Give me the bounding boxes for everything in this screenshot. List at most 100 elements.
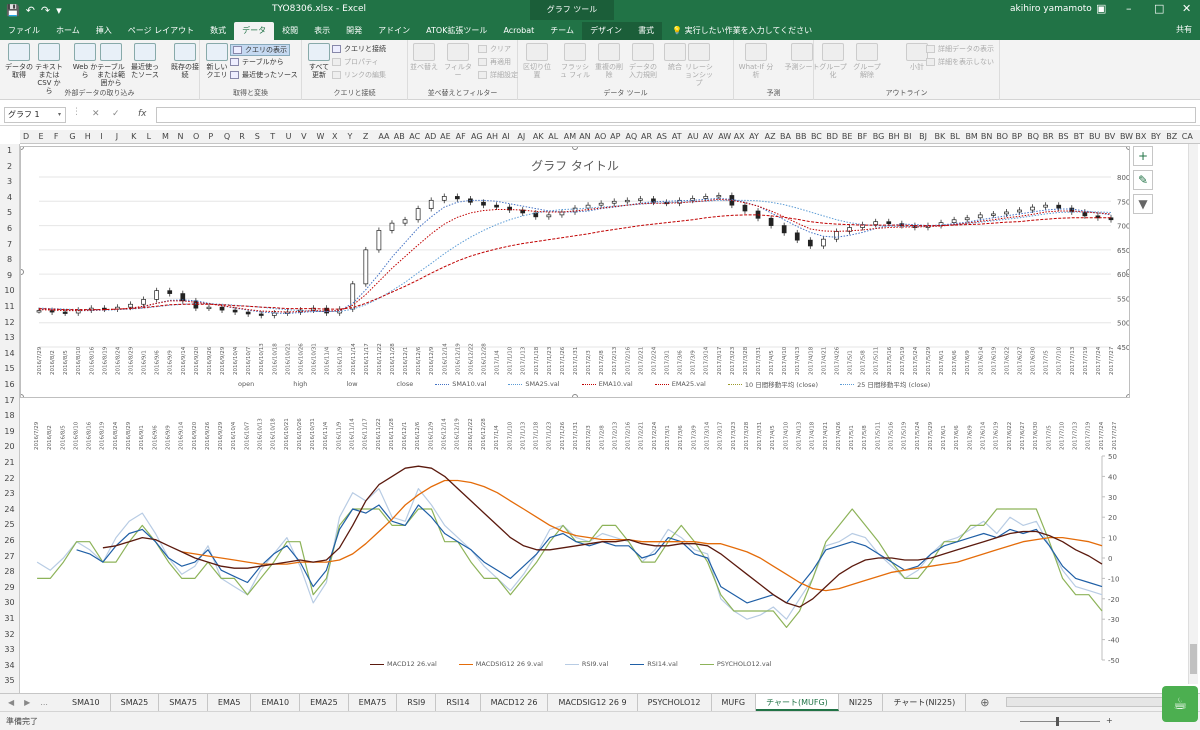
price-legend-item[interactable]: EMA25.val xyxy=(654,379,706,389)
column-header[interactable]: AO xyxy=(594,132,607,141)
tab-12[interactable]: チーム xyxy=(550,26,575,35)
row-header[interactable]: 14 xyxy=(4,348,15,358)
column-header[interactable]: M xyxy=(162,132,169,141)
ribbon-small-button-6-1[interactable]: 詳細を表示しない xyxy=(926,57,994,67)
column-header[interactable]: AI xyxy=(501,132,510,141)
redo-icon[interactable]: ↷ xyxy=(40,3,51,17)
chart-resize-handle[interactable] xyxy=(1126,269,1130,275)
column-header[interactable]: AE xyxy=(440,132,451,141)
column-header[interactable]: AL xyxy=(548,132,559,141)
column-header[interactable]: H xyxy=(84,132,91,141)
close-icon[interactable]: ✕ xyxy=(1182,2,1192,15)
column-header[interactable]: E xyxy=(38,132,44,141)
row-header[interactable]: 1 xyxy=(6,146,13,155)
column-header[interactable]: BI xyxy=(903,132,912,141)
ribbon-button-2-0[interactable]: すべて更新 xyxy=(306,43,332,79)
ribbon-small-button-6-0[interactable]: 詳細データの表示 xyxy=(926,44,994,54)
column-header[interactable]: BA xyxy=(780,132,792,141)
price-legend-item[interactable]: 25 日間移動平均 (close) xyxy=(840,379,930,389)
sheet-tab-14[interactable]: NI225 xyxy=(839,694,884,711)
ribbon-button-0-2[interactable]: Web から xyxy=(70,43,100,79)
column-header[interactable]: V xyxy=(301,132,307,141)
sheet-tab-13[interactable]: チャート(MUFG) xyxy=(756,694,839,711)
price-chart[interactable]: グラフ タイトル 450 500 550 600 650 700 750 800 2016/7/… xyxy=(20,146,1130,398)
column-header[interactable]: S xyxy=(254,132,260,141)
sheet-tab-3[interactable]: EMA5 xyxy=(208,694,252,711)
column-header[interactable]: BX xyxy=(1135,132,1147,141)
tab-9[interactable]: アドイン xyxy=(378,26,411,35)
row-header[interactable]: 2 xyxy=(6,161,13,171)
column-header[interactable]: BP xyxy=(1011,132,1023,141)
column-header[interactable]: BN xyxy=(980,132,993,141)
formula-bar-menu-icon[interactable]: ⋮ xyxy=(72,107,81,117)
chart-resize-handle[interactable] xyxy=(21,147,24,150)
column-header[interactable]: Q xyxy=(223,132,231,141)
column-header[interactable]: BF xyxy=(857,132,868,141)
column-header[interactable]: BC xyxy=(810,132,822,141)
column-header[interactable]: BW xyxy=(1119,132,1134,141)
tab-4[interactable]: 数式 xyxy=(210,26,227,35)
sheet-tab-0[interactable]: SMA10 xyxy=(62,694,111,711)
price-legend-item[interactable]: low xyxy=(329,379,357,389)
insert-function-icon[interactable]: fx xyxy=(138,109,147,119)
tab-13[interactable]: デザイン xyxy=(582,22,631,40)
row-header[interactable]: 31 xyxy=(4,614,15,623)
column-header[interactable]: BR xyxy=(1042,132,1054,141)
cancel-icon[interactable]: ✕ xyxy=(92,109,108,119)
column-header[interactable]: BO xyxy=(996,132,1008,141)
column-header[interactable]: D xyxy=(23,132,30,141)
ribbon-button-4-2[interactable]: 重複の削除 xyxy=(592,43,626,79)
row-header[interactable]: 7 xyxy=(6,239,13,249)
price-legend-item[interactable]: SMA10.val xyxy=(435,379,486,389)
chart-resize-handle[interactable] xyxy=(572,394,578,398)
osc-legend-item[interactable]: MACD12 26.val xyxy=(370,660,437,668)
next-sheet-icon[interactable]: ▶ xyxy=(24,698,31,707)
sheet-tab-1[interactable]: SMA25 xyxy=(111,694,160,711)
row-header[interactable]: 23 xyxy=(4,489,15,499)
chart-resize-handle[interactable] xyxy=(1126,394,1130,398)
tab-2[interactable]: 挿入 xyxy=(95,26,112,35)
row-header[interactable]: 17 xyxy=(4,395,15,405)
undo-icon[interactable]: ↶ xyxy=(25,3,35,17)
osc-legend-item[interactable]: RSI14.val xyxy=(630,660,678,668)
ribbon-display-icon[interactable]: ▣ xyxy=(1096,2,1107,15)
tab-3[interactable]: ページ レイアウト xyxy=(127,26,195,35)
ribbon-button-0-3[interactable]: テーブルまたは範囲から xyxy=(96,43,126,87)
chart-resize-handle[interactable] xyxy=(572,147,578,150)
column-header[interactable]: R xyxy=(239,132,245,141)
tab-0[interactable]: ファイル xyxy=(8,26,40,35)
ribbon-button-3-1[interactable]: フィルター xyxy=(442,43,474,79)
row-header[interactable]: 27 xyxy=(4,551,15,561)
ribbon-small-button-2-1[interactable]: プロパティ xyxy=(332,57,379,67)
ribbon-small-button-1-2[interactable]: 最近使ったソース xyxy=(230,70,298,80)
row-header[interactable]: 35 xyxy=(4,676,15,686)
sheet-tab-8[interactable]: RSI14 xyxy=(436,694,481,711)
ribbon-button-4-4[interactable]: 統合 xyxy=(658,43,692,71)
ribbon-button-3-0[interactable]: 並べ替え xyxy=(408,43,440,71)
column-header[interactable]: AP xyxy=(610,132,621,141)
sheet-tab-2[interactable]: SMA75 xyxy=(159,694,208,711)
column-header[interactable]: BU xyxy=(1089,132,1101,141)
zoom-slider[interactable] xyxy=(1020,721,1100,722)
add-sheet-icon[interactable]: ⊕ xyxy=(980,696,990,709)
column-header[interactable]: AN xyxy=(579,132,591,141)
ribbon-button-4-1[interactable]: フラッシュ フィル xyxy=(558,43,592,79)
chart-styles-icon[interactable]: ✎ xyxy=(1133,170,1153,190)
column-header[interactable]: AR xyxy=(641,132,653,141)
tab-14[interactable]: 書式 xyxy=(630,22,663,40)
ribbon-small-button-3-0[interactable]: クリア xyxy=(478,44,511,54)
sheet-tab-7[interactable]: RSI9 xyxy=(397,694,437,711)
ribbon-button-6-0[interactable]: グループ化 xyxy=(816,43,850,79)
column-header[interactable]: AF xyxy=(455,132,466,141)
row-header[interactable]: 4 xyxy=(6,192,13,202)
row-header[interactable]: 29 xyxy=(4,582,15,592)
user-name[interactable]: akihiro yamamoto xyxy=(1010,4,1092,14)
column-header[interactable]: AX xyxy=(733,132,745,141)
ribbon-small-button-3-1[interactable]: 再適用 xyxy=(478,57,511,67)
osc-legend-item[interactable]: RSI9.val xyxy=(564,660,608,668)
column-header[interactable]: AK xyxy=(532,132,544,141)
row-header[interactable]: 9 xyxy=(6,270,13,280)
ribbon-small-button-2-0[interactable]: クエリと接続 xyxy=(332,44,386,54)
column-header[interactable]: BL xyxy=(950,132,960,141)
tab-11[interactable]: Acrobat xyxy=(503,26,535,35)
